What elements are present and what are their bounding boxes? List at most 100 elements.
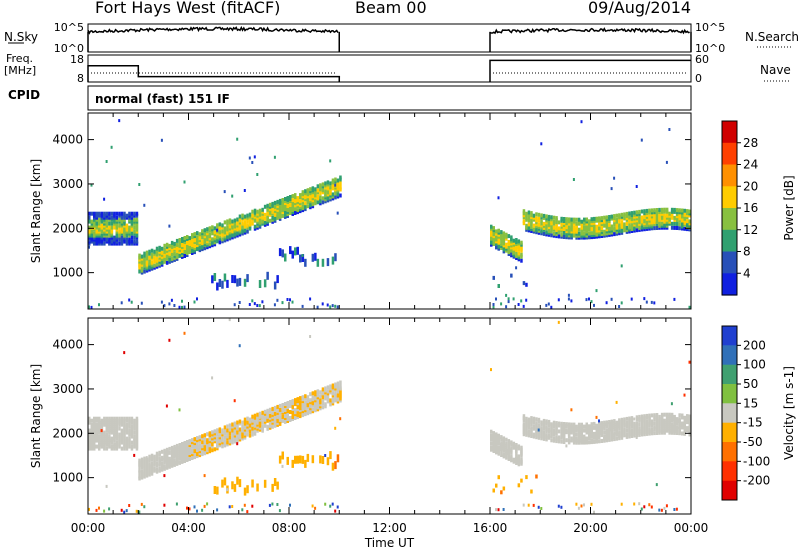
- scatter-cell: [88, 215, 91, 220]
- scatter-cell: [590, 502, 593, 506]
- scatter-cell: [120, 508, 123, 512]
- scatter-cell: [110, 444, 114, 449]
- scatter-cell: [125, 509, 128, 513]
- scatter-cell: [686, 219, 689, 224]
- scatter-cell: [316, 389, 320, 394]
- scatter-cell: [314, 252, 317, 261]
- scatter-cell: [228, 505, 231, 509]
- scatter-cell: [135, 217, 139, 222]
- scatter-cell: [263, 479, 267, 488]
- scatter-cell: [301, 254, 304, 257]
- scatter-cell: [216, 228, 219, 232]
- scatter-cell: [492, 488, 495, 493]
- scatter-cell: [620, 212, 624, 217]
- scatter-cell: [542, 231, 546, 236]
- scatter-cell: [522, 209, 526, 214]
- scatter-cell: [575, 502, 578, 506]
- scatter-cell: [683, 212, 686, 217]
- scatter-cell: [625, 420, 629, 425]
- scatter-cell: [603, 219, 606, 224]
- scatter-cell: [193, 244, 196, 249]
- scatter-cell: [670, 207, 674, 212]
- scatter-cell: [296, 411, 299, 416]
- tick-label: 8: [77, 72, 84, 85]
- velocity-colorbar-cell: [722, 345, 737, 366]
- scatter-cell: [673, 207, 676, 212]
- scatter-cell: [628, 211, 631, 216]
- scatter-cell: [555, 435, 558, 440]
- scatter-cell: [233, 483, 237, 492]
- scatter-cell: [130, 444, 134, 449]
- scatter-cell: [520, 240, 523, 245]
- scatter-cell: [618, 305, 621, 308]
- scatter-cell: [133, 225, 136, 230]
- scatter-cell: [231, 194, 234, 198]
- scatter-cell: [276, 481, 279, 490]
- scatter-cell: [339, 185, 342, 190]
- scatter-cell: [324, 454, 327, 457]
- scatter-cell: [517, 239, 521, 244]
- scatter-cell: [562, 422, 566, 426]
- scatter-cell: [331, 192, 335, 197]
- scatter-cell: [545, 303, 548, 307]
- scatter-cell: [248, 433, 252, 438]
- radar-title: Fort Hays West (fitACF): [95, 0, 281, 17]
- scatter-cell: [236, 137, 239, 141]
- scatter-cell: [133, 229, 136, 234]
- scatter-cell: [241, 508, 244, 512]
- scatter-cell: [686, 426, 689, 431]
- scatter-cell: [650, 413, 654, 418]
- scatter-cell: [590, 422, 593, 427]
- scatter-cell: [618, 430, 621, 435]
- scatter-cell: [688, 305, 691, 309]
- scatter-cell: [261, 424, 264, 429]
- scatter-cell: [133, 217, 136, 222]
- scatter-cell: [608, 425, 611, 430]
- scatter-cell: [299, 193, 302, 198]
- scatter-cell: [170, 298, 173, 302]
- scatter-cell: [490, 368, 492, 372]
- velocity-colorbar-tick-label: -100: [743, 454, 770, 468]
- y-tick-label: 4000: [52, 338, 83, 352]
- scatter-cell: [120, 446, 124, 451]
- scatter-cell: [500, 302, 503, 306]
- scatter-cell: [108, 434, 111, 439]
- scatter-cell: [95, 211, 98, 216]
- scatter-cell: [105, 211, 109, 216]
- scatter-cell: [221, 229, 224, 234]
- scatter-cell: [286, 401, 289, 405]
- scatter-cell: [585, 440, 588, 445]
- scatter-cell: [221, 223, 224, 228]
- scatter-cell: [314, 187, 317, 192]
- x-tick-label: 00:00: [674, 521, 709, 535]
- velocity-colorbar-cell: [722, 326, 737, 346]
- scatter-cell: [507, 297, 510, 301]
- scatter-cell: [198, 443, 202, 448]
- velocity-colorbar-tick-label: -50: [743, 435, 763, 449]
- scatter-cell: [243, 487, 247, 496]
- scatter-cell: [133, 239, 136, 244]
- scatter-cell: [140, 266, 144, 271]
- scatter-cell: [648, 208, 651, 213]
- scatter-cell: [603, 229, 606, 234]
- scatter-cell: [294, 398, 297, 403]
- scatter-cell: [123, 416, 126, 421]
- scatter-cell: [133, 235, 136, 240]
- scatter-cell: [98, 506, 100, 510]
- scatter-cell: [299, 396, 302, 401]
- scatter-cell: [653, 413, 656, 418]
- scatter-cell: [512, 238, 516, 243]
- scatter-cell: [532, 503, 535, 507]
- scatter-cell: [336, 211, 339, 215]
- scatter-cell: [306, 188, 310, 193]
- scatter-cell: [268, 202, 272, 207]
- scatter-cell: [228, 435, 232, 440]
- scatter-cell: [306, 204, 310, 209]
- scatter-cell: [216, 428, 219, 433]
- scatter-cell: [150, 252, 154, 257]
- scatter-cell: [510, 440, 513, 445]
- scatter-cell: [653, 226, 656, 231]
- scatter-cell: [231, 505, 234, 508]
- scatter-cell: [108, 237, 111, 242]
- scatter-cell: [238, 277, 242, 286]
